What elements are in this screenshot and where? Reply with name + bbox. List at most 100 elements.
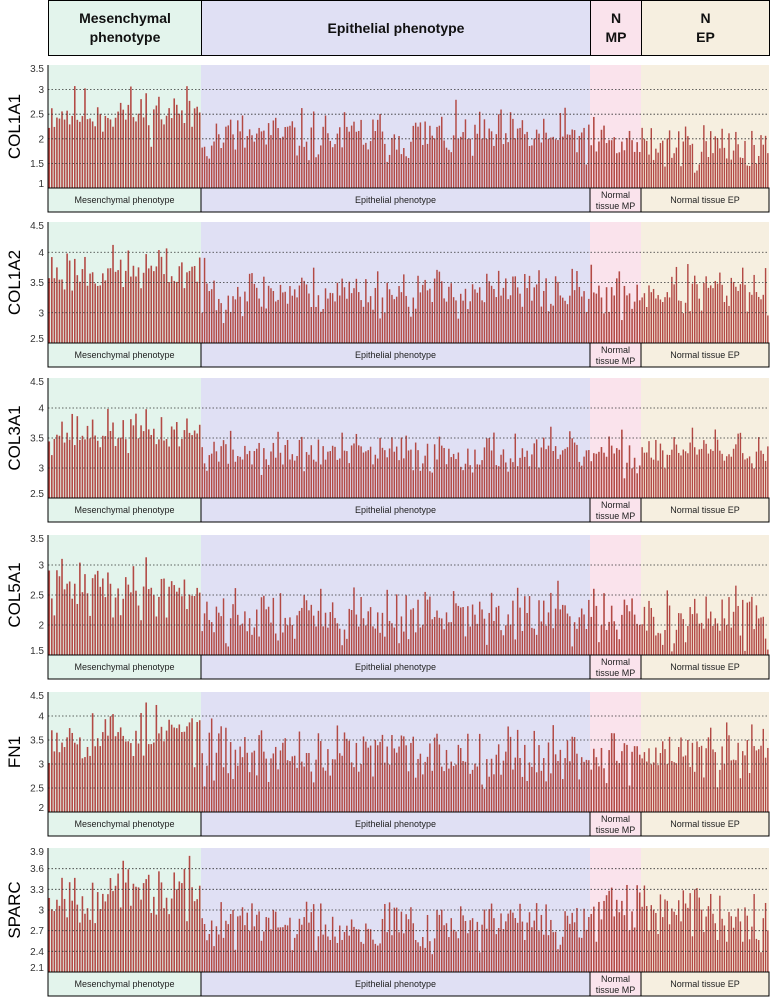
bar [284,617,286,655]
bar [414,122,417,188]
bar [755,163,758,188]
bar [675,914,678,972]
bar [317,295,320,343]
bar [51,909,53,972]
bar [178,587,181,655]
bar [109,119,112,188]
bar [239,746,241,812]
bar [448,768,450,812]
bar [650,607,652,655]
header-epithelial-phenotype: Epithelial phenotype [201,0,591,56]
bar [293,127,296,188]
bar [322,446,324,498]
bar [215,926,218,972]
bar [516,128,519,188]
bar [509,910,512,972]
bar [668,924,671,972]
bar [678,747,680,812]
bar [610,445,613,498]
bar [573,922,576,972]
bar [742,267,744,343]
bar [626,884,628,972]
bar [657,460,659,498]
bar [441,766,443,812]
bar [186,726,188,812]
bar [251,903,253,972]
bar [608,750,610,812]
bar [593,748,595,812]
bar [569,616,571,655]
bar [618,912,621,972]
bar [502,144,505,188]
bar [618,152,621,188]
bar [405,914,407,972]
bar [459,607,462,655]
bar [605,287,608,343]
bar [155,444,158,498]
bar [301,924,303,972]
bar [462,300,464,343]
bar [274,633,277,655]
y-tick-label: 2 [38,621,44,632]
bar [528,596,531,655]
bar [175,281,178,343]
bar [218,934,220,972]
strip-label-nep: Normal tissue EP [670,505,740,515]
bar [327,936,329,972]
bar [429,125,431,188]
bar [474,763,476,812]
bar [696,454,698,498]
strip-label-nep: Normal tissue EP [670,195,740,205]
bar [181,732,183,812]
bar [140,713,142,812]
bar [196,587,198,655]
bar [543,758,545,812]
bar [728,454,730,498]
bar [481,784,483,812]
bar [53,438,56,498]
bar [348,740,350,812]
bar [265,758,267,812]
bar [91,882,94,972]
bar [438,436,441,498]
bar [227,125,230,188]
bar [735,916,737,972]
bar [274,457,277,498]
bar [165,897,168,972]
bar [735,585,737,655]
bar [198,424,201,498]
bar [638,892,641,972]
bar [721,128,723,188]
bar [147,429,150,498]
bar [229,913,232,972]
bar [160,256,163,343]
bar [76,416,79,498]
bar [178,446,181,498]
bar [384,143,386,188]
bar [514,276,517,343]
bar [91,121,94,188]
bar [127,741,130,812]
bar [410,141,412,188]
bar [424,279,426,343]
bar [293,937,296,972]
bar [424,761,426,812]
bar [196,281,198,343]
bar [355,929,358,972]
bar [289,286,291,343]
bar [710,611,712,655]
bar [305,901,308,972]
bar [270,758,272,812]
bar [56,570,58,655]
bar [94,923,96,972]
bar [626,462,628,498]
bar [53,751,56,812]
bar [365,142,367,188]
bar [331,759,334,812]
bar [270,929,272,972]
bar [237,456,239,498]
bar [573,622,576,655]
bar [135,730,137,812]
bar [535,284,538,343]
bar [452,135,455,188]
